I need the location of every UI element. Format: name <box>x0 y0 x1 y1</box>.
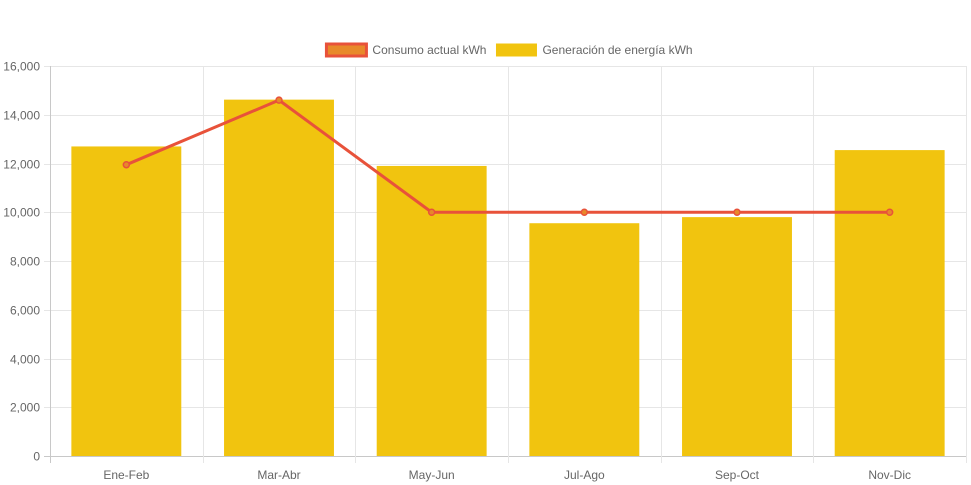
grid-layer <box>44 66 967 463</box>
y-tick-label: 10,000 <box>3 206 40 220</box>
line-layer <box>122 96 894 216</box>
legend-swatch <box>324 42 368 58</box>
bar-layer <box>71 99 945 456</box>
y-tick-label: 2,000 <box>10 401 40 415</box>
y-tick-label: 16,000 <box>3 60 40 74</box>
line-consumo <box>125 98 890 214</box>
line-point-consumo <box>427 208 436 216</box>
bar-generacion <box>529 223 640 456</box>
legend-item[interactable]: Generación de energía kWh <box>495 43 693 57</box>
y-tick-label: 0 <box>33 450 40 464</box>
line-point-consumo <box>275 96 283 104</box>
legend-swatch <box>495 43 537 57</box>
legend-label: Consumo actual kWh <box>372 43 486 57</box>
line-point-consumo <box>580 208 589 216</box>
x-tick-label: Jul-Ago <box>564 468 605 482</box>
line-point-consumo <box>733 208 741 216</box>
x-tick-label: Ene-Feb <box>103 468 149 482</box>
y-tick-label: 6,000 <box>10 304 40 318</box>
y-tick-label: 4,000 <box>10 353 40 367</box>
legend-label: Generación de energía kWh <box>542 43 692 57</box>
legend-item[interactable]: Consumo actual kWh <box>324 42 486 58</box>
bar-generacion <box>71 146 182 456</box>
axis-layer: 0 2,000 4,000 6,000 8,000 10,000 12,000 14,000 1… <box>3 60 911 483</box>
x-tick-label: May-Jun <box>409 468 455 482</box>
x-tick-label: Mar-Abr <box>257 468 300 482</box>
bar-generacion <box>682 217 792 456</box>
y-tick-label: 14,000 <box>3 109 40 123</box>
bar-generacion <box>834 150 945 456</box>
legend[interactable]: Consumo actual kWh Generación de energía … <box>324 42 693 58</box>
x-tick-label: Nov-Dic <box>868 468 911 482</box>
line-point-consumo <box>885 208 894 216</box>
x-tick-label: Sep-Oct <box>715 468 760 482</box>
bar-generacion <box>224 99 334 456</box>
line-point-consumo <box>122 160 131 169</box>
y-tick-label: 8,000 <box>10 255 40 269</box>
y-tick-label: 12,000 <box>3 158 40 172</box>
